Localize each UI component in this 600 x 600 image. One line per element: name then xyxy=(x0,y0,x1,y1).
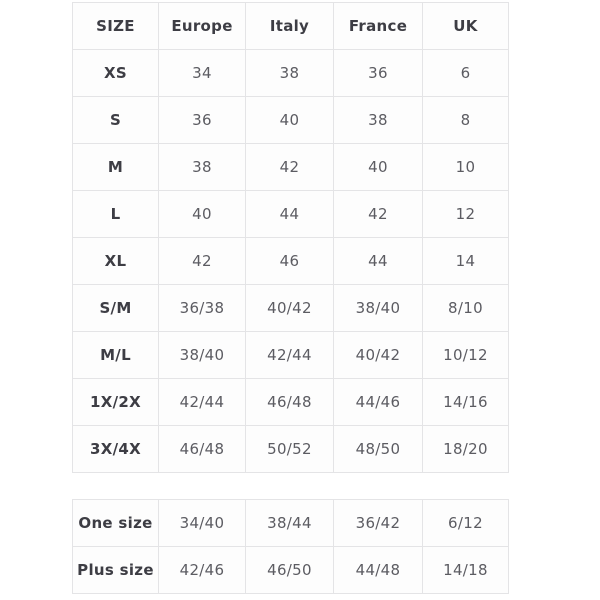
cell-value: 36/42 xyxy=(333,499,423,547)
cell-value: 38/40 xyxy=(333,284,423,332)
table-row: One size 34/40 38/44 36/42 6/12 xyxy=(72,499,509,547)
cell-value: 46 xyxy=(245,237,334,285)
cell-value: 14/18 xyxy=(422,546,509,594)
table-row: M 38 42 40 10 xyxy=(72,143,509,191)
cell-value: 12 xyxy=(422,190,509,238)
cell-value: 44 xyxy=(333,237,423,285)
row-label: 1X/2X xyxy=(72,378,159,426)
cell-value: 40/42 xyxy=(245,284,334,332)
row-label: 3X/4X xyxy=(72,425,159,473)
table-row: 1X/2X 42/44 46/48 44/46 14/16 xyxy=(72,378,509,426)
cell-value: 50/52 xyxy=(245,425,334,473)
cell-value: 40 xyxy=(158,190,246,238)
header-uk: UK xyxy=(422,2,509,50)
table-row: L 40 44 42 12 xyxy=(72,190,509,238)
cell-value: 46/48 xyxy=(245,378,334,426)
cell-value: 10 xyxy=(422,143,509,191)
cell-value: 44 xyxy=(245,190,334,238)
cell-value: 42 xyxy=(333,190,423,238)
cell-value: 42 xyxy=(158,237,246,285)
table-row: 3X/4X 46/48 50/52 48/50 18/20 xyxy=(72,425,509,473)
cell-value: 40 xyxy=(333,143,423,191)
cell-value: 10/12 xyxy=(422,331,509,379)
cell-value: 42/44 xyxy=(158,378,246,426)
cell-value: 46/50 xyxy=(245,546,334,594)
row-label: One size xyxy=(72,499,159,547)
cell-value: 8 xyxy=(422,96,509,144)
table-row: Plus size 42/46 46/50 44/48 14/18 xyxy=(72,546,509,594)
row-label: S/M xyxy=(72,284,159,332)
cell-value: 34/40 xyxy=(158,499,246,547)
cell-value: 44/48 xyxy=(333,546,423,594)
cell-value: 8/10 xyxy=(422,284,509,332)
table-row: XS 34 38 36 6 xyxy=(72,49,509,97)
special-sizes-table: One size 34/40 38/44 36/42 6/12 Plus siz… xyxy=(72,499,509,594)
cell-value: 44/46 xyxy=(333,378,423,426)
table-row: S/M 36/38 40/42 38/40 8/10 xyxy=(72,284,509,332)
cell-value: 34 xyxy=(158,49,246,97)
cell-value: 46/48 xyxy=(158,425,246,473)
cell-value: 6/12 xyxy=(422,499,509,547)
cell-value: 36 xyxy=(333,49,423,97)
cell-value: 38/40 xyxy=(158,331,246,379)
header-europe: Europe xyxy=(158,2,246,50)
cell-value: 40/42 xyxy=(333,331,423,379)
cell-value: 14 xyxy=(422,237,509,285)
row-label: M xyxy=(72,143,159,191)
row-label: S xyxy=(72,96,159,144)
row-label: Plus size xyxy=(72,546,159,594)
cell-value: 42 xyxy=(245,143,334,191)
row-label: XS xyxy=(72,49,159,97)
cell-value: 42/46 xyxy=(158,546,246,594)
header-size: SIZE xyxy=(72,2,159,50)
cell-value: 6 xyxy=(422,49,509,97)
header-france: France xyxy=(333,2,423,50)
row-label: L xyxy=(72,190,159,238)
cell-value: 36/38 xyxy=(158,284,246,332)
cell-value: 38 xyxy=(245,49,334,97)
cell-value: 48/50 xyxy=(333,425,423,473)
header-row: SIZE Europe Italy France UK xyxy=(72,2,509,50)
row-label: M/L xyxy=(72,331,159,379)
size-conversion-table: SIZE Europe Italy France UK XS 34 38 36 … xyxy=(72,2,509,473)
cell-value: 14/16 xyxy=(422,378,509,426)
row-label: XL xyxy=(72,237,159,285)
cell-value: 38 xyxy=(158,143,246,191)
cell-value: 38/44 xyxy=(245,499,334,547)
table-row: XL 42 46 44 14 xyxy=(72,237,509,285)
cell-value: 38 xyxy=(333,96,423,144)
cell-value: 18/20 xyxy=(422,425,509,473)
header-italy: Italy xyxy=(245,2,334,50)
table-row: M/L 38/40 42/44 40/42 10/12 xyxy=(72,331,509,379)
table-row: S 36 40 38 8 xyxy=(72,96,509,144)
cell-value: 36 xyxy=(158,96,246,144)
cell-value: 42/44 xyxy=(245,331,334,379)
cell-value: 40 xyxy=(245,96,334,144)
